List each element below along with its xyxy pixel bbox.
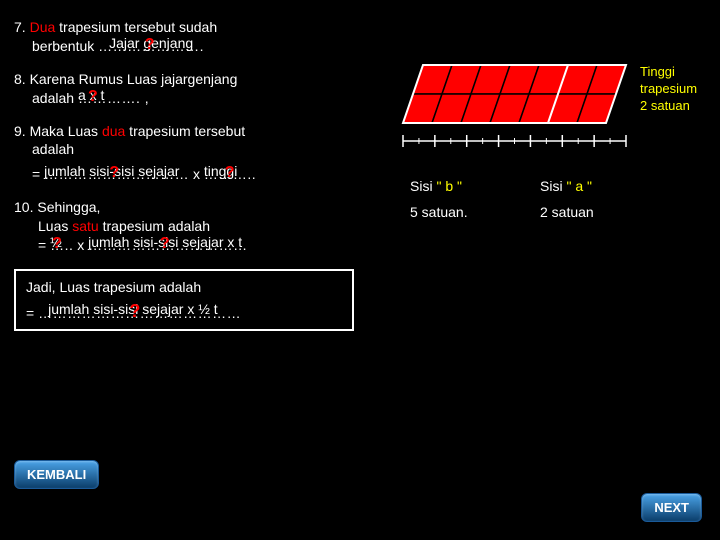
question-9: 9. Maka Luas dua trapesium tersebut adal… [14,122,356,185]
q10-x: x [73,237,88,253]
sisi-text-b: Sisi [410,178,436,194]
q8-l1: 8. Karena Rumus Luas jajargenjang [14,70,356,89]
q9-l1a: 9. Maka Luas [14,123,102,139]
q8-qmark: ? [88,86,98,108]
side-values: 5 satuan. 2 satuan [410,204,650,220]
side-labels: Sisi " b " Sisi " a " [410,178,650,194]
final-title: Jadi, Luas trapesium adalah [26,279,342,295]
sisi-b-val: " b " [436,178,462,194]
back-button[interactable]: KEMBALI [14,460,99,489]
val-a: 2 satuan [540,204,650,220]
q7-qmark: ? [145,34,155,56]
q10-eq: = [38,237,50,253]
final-eq: = [26,305,38,321]
q7-dua: Dua [30,19,56,35]
q7-t1: trapesium tersebut sudah [55,19,217,35]
diagram-svg [398,60,648,170]
q7-num: 7. [14,19,30,35]
q9-l1b: trapesium tersebut [125,123,245,139]
next-button[interactable]: NEXT [641,493,702,522]
q10-satu: satu [72,218,98,234]
val-b: 5 satuan. [410,204,540,220]
question-8: 8. Karena Rumus Luas jajargenjang adalah… [14,70,356,108]
question-7: 7. Dua trapesium tersebut sudah berbentu… [14,18,356,56]
q9-q1: ? [109,162,119,184]
q10-q1: ? [52,233,62,255]
q10-l2b: trapesium adalah [99,218,210,234]
q9-q2: ? [225,162,235,184]
height-label: Tinggi trapesium 2 satuan [640,64,697,115]
q8-l2a: adalah [32,90,78,106]
question-10: 10. Sehingga, Luas satu trapesium adalah… [14,198,356,255]
final-qmark: ? [129,301,140,322]
q10-q2: ? [160,233,170,255]
q9-l2: adalah [14,140,356,159]
sisi-a-val: " a " [566,178,592,194]
q9-eq: = [32,166,44,182]
sisi-text-a: Sisi [540,178,566,194]
q10-l2a: Luas [38,218,72,234]
q9-dua: dua [102,123,125,139]
q9-x: x [189,166,204,182]
q7-t2: berbentuk [32,38,98,54]
final-answer-box: Jadi, Luas trapesium adalah = …………………………… [14,269,354,331]
q10-l1: 10. Sehingga, [14,198,356,217]
